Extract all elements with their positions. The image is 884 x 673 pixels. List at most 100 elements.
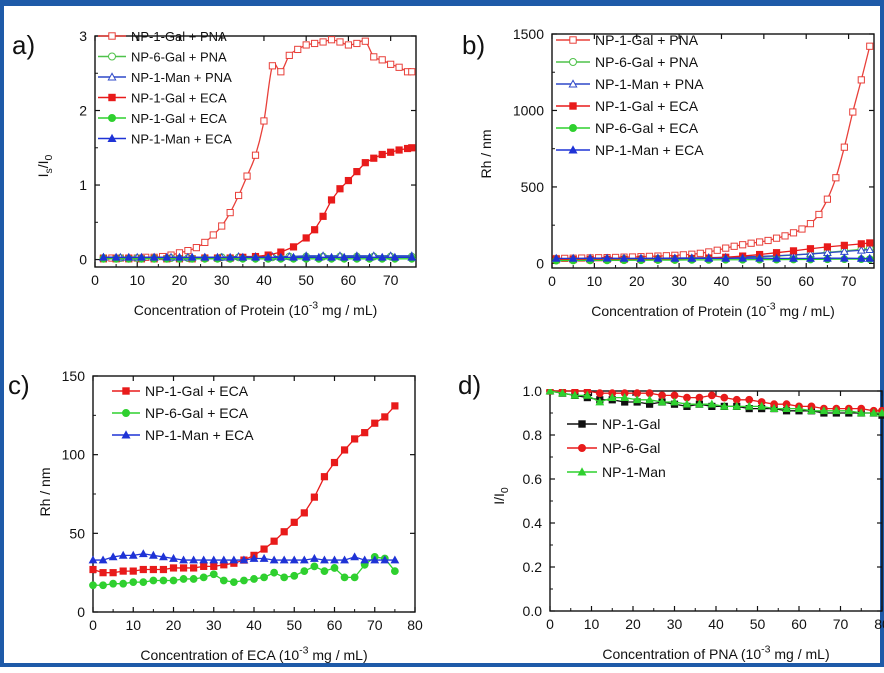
x-axis-label: Concentration of ECA (10-3 mg / mL) bbox=[140, 645, 367, 663]
data-point bbox=[202, 239, 208, 245]
data-point bbox=[773, 235, 779, 241]
y-tick-label: 0.8 bbox=[523, 427, 543, 443]
data-point bbox=[391, 568, 398, 575]
legend-label: NP-1-Gal bbox=[602, 416, 660, 432]
legend-marker bbox=[109, 33, 115, 39]
legend-label: NP-1-Gal + ECA bbox=[131, 91, 227, 106]
y-axis-label: I/I0 bbox=[491, 487, 511, 505]
data-point bbox=[362, 38, 368, 44]
y-tick-label: 2 bbox=[79, 103, 87, 119]
data-point bbox=[328, 197, 334, 203]
y-tick-label: 0.6 bbox=[523, 471, 543, 487]
data-point bbox=[362, 430, 368, 436]
y-tick-label: 1000 bbox=[513, 102, 544, 118]
data-point bbox=[782, 233, 788, 239]
data-point bbox=[841, 144, 847, 150]
data-point bbox=[312, 227, 318, 233]
y-tick-label: 50 bbox=[69, 525, 85, 541]
legend-label: NP-1-Gal + PNA bbox=[131, 29, 227, 44]
data-point bbox=[244, 173, 250, 179]
legend: NP-1-Gal + PNA NP-6-Gal + PNA NP-1-Man + P… bbox=[98, 29, 232, 147]
data-point bbox=[714, 247, 720, 253]
data-point bbox=[382, 414, 388, 420]
legend-label: NP-6-Gal + PNA bbox=[131, 50, 227, 65]
y-axis-label: Rh / nm bbox=[37, 467, 53, 516]
legend-label: NP-1-Gal + ECA bbox=[131, 111, 227, 126]
data-point bbox=[278, 69, 284, 75]
data-point bbox=[858, 77, 864, 83]
x-tick-label: 70 bbox=[833, 616, 849, 632]
data-point bbox=[100, 570, 106, 576]
data-point bbox=[379, 57, 385, 63]
data-point bbox=[210, 571, 217, 578]
x-tick-label: 60 bbox=[341, 272, 357, 288]
data-point bbox=[850, 109, 856, 115]
x-tick-label: 70 bbox=[367, 617, 383, 633]
x-tick-label: 20 bbox=[166, 617, 182, 633]
x-tick-label: 10 bbox=[125, 617, 141, 633]
x-axis-label: Concentration of Protein (10-3 mg / mL) bbox=[591, 301, 835, 319]
data-point bbox=[392, 403, 398, 409]
data-point bbox=[120, 580, 127, 587]
data-point bbox=[345, 177, 351, 183]
data-point bbox=[290, 244, 296, 250]
legend-label: NP-1-Man + ECA bbox=[595, 142, 704, 158]
panel-label: d) bbox=[458, 370, 481, 400]
data-point bbox=[379, 151, 385, 157]
data-point bbox=[824, 196, 830, 202]
x-tick-label: 50 bbox=[298, 272, 314, 288]
x-tick-label: 0 bbox=[546, 616, 554, 632]
x-tick-label: 30 bbox=[671, 273, 687, 289]
data-point bbox=[362, 160, 368, 166]
x-tick-label: 0 bbox=[89, 617, 97, 633]
data-point bbox=[371, 54, 377, 60]
x-tick-label: 20 bbox=[172, 272, 188, 288]
data-point bbox=[311, 555, 318, 561]
data-point bbox=[180, 565, 186, 571]
y-tick-label: 0.4 bbox=[523, 515, 543, 531]
data-point bbox=[110, 580, 117, 587]
data-point bbox=[210, 232, 216, 238]
y-tick-label: 1.0 bbox=[523, 383, 543, 399]
data-point bbox=[748, 240, 754, 246]
x-tick-label: 20 bbox=[625, 616, 641, 632]
data-point bbox=[271, 569, 278, 576]
data-point bbox=[219, 223, 225, 229]
data-point bbox=[409, 69, 415, 75]
legend-label: NP-1-Man + ECA bbox=[131, 132, 232, 147]
x-axis-label: Concentration of Protein (10-3 mg / mL) bbox=[134, 300, 378, 318]
data-point bbox=[409, 145, 415, 151]
data-point bbox=[320, 213, 326, 219]
legend-marker bbox=[109, 115, 116, 122]
data-point bbox=[193, 245, 199, 251]
x-tick-label: 60 bbox=[791, 616, 807, 632]
x-tick-label: 30 bbox=[206, 617, 222, 633]
data-point bbox=[757, 239, 763, 245]
legend-marker bbox=[123, 388, 129, 394]
data-point bbox=[331, 459, 337, 465]
data-point bbox=[100, 582, 107, 589]
legend-marker bbox=[109, 94, 115, 100]
legend-marker bbox=[570, 103, 576, 109]
data-point bbox=[321, 568, 328, 575]
legend-label: NP-6-Gal + PNA bbox=[595, 54, 699, 70]
data-point bbox=[816, 211, 822, 217]
data-point bbox=[160, 577, 167, 584]
data-point bbox=[230, 579, 237, 586]
data-point bbox=[790, 230, 796, 236]
data-point bbox=[824, 244, 830, 250]
legend-label: NP-6-Gal + ECA bbox=[595, 120, 699, 136]
data-point bbox=[867, 43, 873, 49]
data-point bbox=[190, 576, 197, 583]
data-point bbox=[120, 568, 126, 574]
legend-label: NP-1-Man + PNA bbox=[131, 70, 232, 85]
data-point bbox=[170, 565, 176, 571]
data-point bbox=[841, 242, 847, 248]
x-tick-label: 60 bbox=[798, 273, 814, 289]
data-point bbox=[140, 566, 146, 572]
data-point bbox=[765, 237, 771, 243]
data-point bbox=[150, 577, 157, 584]
